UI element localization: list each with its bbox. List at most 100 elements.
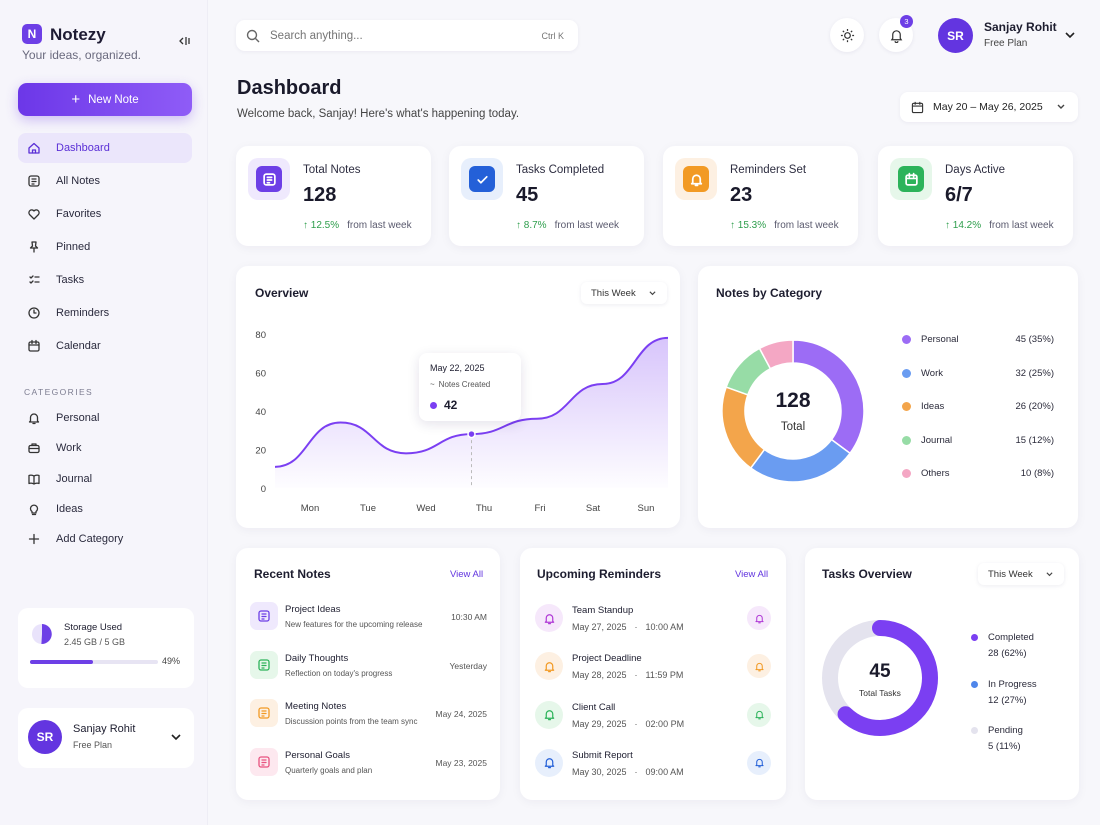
reminder-when: May 29, 2025 · 02:00 PM: [572, 719, 684, 729]
x-tick-label: Tue: [360, 503, 376, 514]
legend-dot: [902, 368, 911, 378]
reminders-title: Upcoming Reminders: [537, 567, 662, 581]
page-title: Dashboard: [237, 77, 342, 99]
sidebar-item-favorites[interactable]: Favorites: [18, 199, 192, 229]
reminder-icon-box: [535, 604, 563, 632]
reminders-card: Upcoming Reminders View All Team Standup…: [520, 548, 786, 800]
legend-value: 15 (12%): [1015, 434, 1054, 446]
category-item-label: Work: [56, 442, 82, 455]
stat-label: Total Notes: [303, 164, 361, 176]
stat-icon-fill: [256, 166, 282, 192]
search-input[interactable]: [270, 29, 520, 42]
category-total: 128: [775, 389, 811, 412]
stat-card-days-active: Days Active 6/7 ↑ 14.2% from last week: [878, 146, 1073, 246]
stat-delta: ↑ 12.5% from last week: [303, 220, 412, 231]
legend-item-personal: Personal 45 (35%): [902, 334, 1054, 345]
reminder-bell-button[interactable]: [747, 702, 771, 727]
sidebar-item-reminders[interactable]: Reminders: [18, 298, 192, 328]
stat-icon-box: [248, 158, 290, 200]
category-item-label: Add Category: [56, 533, 124, 546]
overview-range-dropdown[interactable]: This Week: [581, 282, 667, 304]
overview-card: Overview This Week 0 20 40 60 80 Mon Tue Wed Thu…: [236, 266, 680, 528]
tasks-legend-header: Pending: [971, 725, 1023, 736]
stat-delta-value: ↑ 12.5%: [303, 220, 340, 231]
x-tick-label: Wed: [416, 503, 435, 514]
note-icon-box: [250, 650, 278, 679]
collapse-sidebar-icon[interactable]: [178, 34, 192, 48]
reminder-row[interactable]: Team Standup May 27, 2025 · 10:00 AM: [535, 604, 771, 644]
sidebar-profile[interactable]: SR Sanjay Rohit Free Plan: [18, 708, 194, 768]
categories-heading: CATEGORIES: [24, 387, 94, 397]
note-row[interactable]: Meeting Notes Discussion points from the…: [250, 697, 487, 737]
category-donut-chart: [721, 339, 865, 483]
reminder-when: May 30, 2025 · 09:00 AM: [572, 767, 684, 777]
legend-dot: [971, 727, 978, 734]
note-row[interactable]: Project Ideas New features for the upcom…: [250, 600, 487, 640]
user-menu-chevron-icon[interactable]: [1064, 30, 1076, 40]
note-row[interactable]: Daily Thoughts Reflection on today's pro…: [250, 649, 487, 689]
separator-dot: ·: [634, 718, 638, 729]
sidebar-item-all-notes[interactable]: All Notes: [18, 166, 192, 196]
notes-icon: [28, 175, 40, 187]
chevron-down-icon: [1046, 571, 1053, 576]
reminder-date: May 27, 2025: [572, 622, 627, 632]
reminder-row[interactable]: Client Call May 29, 2025 · 02:00 PM: [535, 700, 771, 741]
recent-notes-view-all-link[interactable]: View All: [450, 569, 484, 580]
tasks-range-label: This Week: [988, 568, 1033, 580]
tooltip-date: May 22, 2025: [430, 363, 485, 373]
reminder-time: 09:00 AM: [645, 766, 684, 777]
stat-delta: ↑ 14.2% from last week: [945, 220, 1054, 231]
legend-label: Ideas: [921, 401, 945, 412]
category-item-ideas[interactable]: Ideas: [18, 494, 192, 524]
chevron-down-icon: [649, 290, 656, 295]
notes-icon: [258, 610, 270, 622]
reminder-date: May 28, 2025: [572, 670, 627, 681]
stat-value: 23: [730, 184, 753, 206]
y-tick-label: 40: [255, 407, 266, 418]
reminder-row[interactable]: Submit Report May 30, 2025 · 09:00 AM: [535, 748, 771, 789]
sidebar-item-tasks[interactable]: Tasks: [18, 265, 192, 295]
category-item-journal[interactable]: Journal: [18, 464, 192, 494]
sidebar-item-calendar[interactable]: Calendar: [18, 331, 192, 361]
category-item-work[interactable]: Work: [18, 433, 192, 463]
sidebar-item-pinned[interactable]: Pinned: [18, 232, 192, 262]
reminder-bell-button[interactable]: [747, 606, 771, 630]
reminders-view-all-link[interactable]: View All: [735, 569, 769, 580]
bell-icon: [754, 614, 764, 623]
calendar-icon: [911, 101, 924, 113]
note-row[interactable]: Personal Goals Quarterly goals and plan …: [250, 746, 487, 786]
sidebar-item-dashboard[interactable]: Dashboard: [18, 133, 192, 163]
tasks-legend-header: In Progress: [971, 679, 1037, 690]
stat-delta-from: from last week: [554, 220, 620, 231]
date-range-picker[interactable]: May 20 – May 26, 2025: [900, 92, 1078, 122]
notifications-button[interactable]: 3: [879, 15, 913, 52]
reminder-date: May 30, 2025: [572, 766, 627, 777]
reminder-bell-button[interactable]: [747, 654, 771, 679]
overview-title: Overview: [255, 286, 309, 300]
stat-card-total-notes: Total Notes 128 ↑ 12.5% from last week: [236, 146, 431, 246]
tooltip-series-marker: ~: [430, 380, 435, 389]
stat-label: Tasks Completed: [516, 164, 605, 176]
tasks-total: 45: [869, 661, 891, 682]
tasks-completed-arc: [822, 620, 938, 736]
notification-badge: 3: [900, 15, 913, 28]
reminder-bell-button[interactable]: [747, 750, 771, 775]
tasks-legend-value: 28 (62%): [988, 648, 1027, 659]
user-name[interactable]: Sanjay Rohit: [984, 20, 1057, 34]
tasks-total-label: Total Tasks: [859, 688, 901, 698]
user-avatar[interactable]: SR: [938, 18, 973, 53]
category-item-add-category[interactable]: Add Category: [18, 524, 192, 554]
stat-value: 45: [516, 184, 539, 206]
category-item-label: Personal: [56, 412, 100, 424]
theme-toggle-button[interactable]: [830, 18, 864, 52]
data-point[interactable]: [467, 429, 476, 439]
note-excerpt: Discussion points from the team sync: [285, 717, 418, 726]
reminder-row[interactable]: Project Deadline May 28, 2025 · 11:59 PM: [535, 652, 771, 692]
bell-icon: [28, 413, 40, 425]
search-bar[interactable]: Ctrl K: [236, 20, 578, 51]
new-note-button[interactable]: + New Note: [18, 83, 192, 116]
category-item-personal[interactable]: Personal: [18, 403, 192, 433]
tasks-range-dropdown[interactable]: This Week: [978, 563, 1064, 585]
note-excerpt: Reflection on today's progress: [285, 668, 393, 678]
chevron-down-icon[interactable]: [170, 732, 182, 742]
